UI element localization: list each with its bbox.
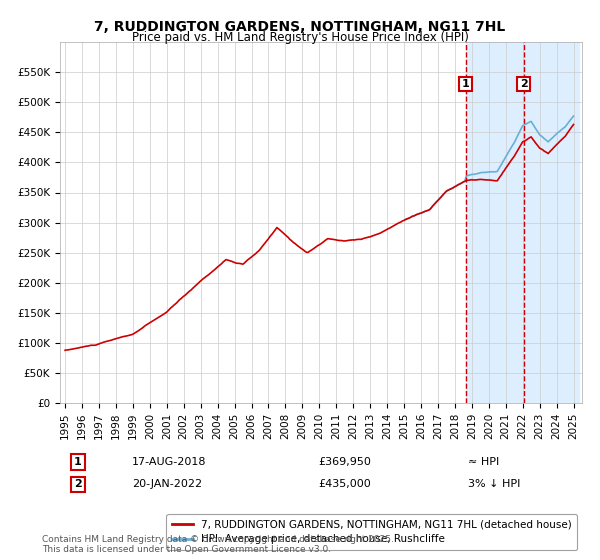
Text: Contains HM Land Registry data © Crown copyright and database right 2025.
This d: Contains HM Land Registry data © Crown c…	[42, 535, 394, 554]
Legend: 7, RUDDINGTON GARDENS, NOTTINGHAM, NG11 7HL (detached house), HPI: Average price: 7, RUDDINGTON GARDENS, NOTTINGHAM, NG11 …	[166, 514, 577, 550]
Bar	[466, 42, 578, 403]
Text: 1: 1	[461, 79, 469, 89]
Text: 3% ↓ HPI: 3% ↓ HPI	[468, 479, 520, 489]
Text: 20-JAN-2022: 20-JAN-2022	[132, 479, 202, 489]
Text: Price paid vs. HM Land Registry's House Price Index (HPI): Price paid vs. HM Land Registry's House …	[131, 31, 469, 44]
Text: 1: 1	[74, 457, 82, 467]
Text: 7, RUDDINGTON GARDENS, NOTTINGHAM, NG11 7HL: 7, RUDDINGTON GARDENS, NOTTINGHAM, NG11 …	[94, 20, 506, 34]
Text: 2: 2	[74, 479, 82, 489]
Text: £369,950: £369,950	[318, 457, 371, 467]
Text: 2: 2	[520, 79, 527, 89]
Text: 17-AUG-2018: 17-AUG-2018	[132, 457, 206, 467]
Text: £435,000: £435,000	[318, 479, 371, 489]
Text: ≈ HPI: ≈ HPI	[468, 457, 499, 467]
